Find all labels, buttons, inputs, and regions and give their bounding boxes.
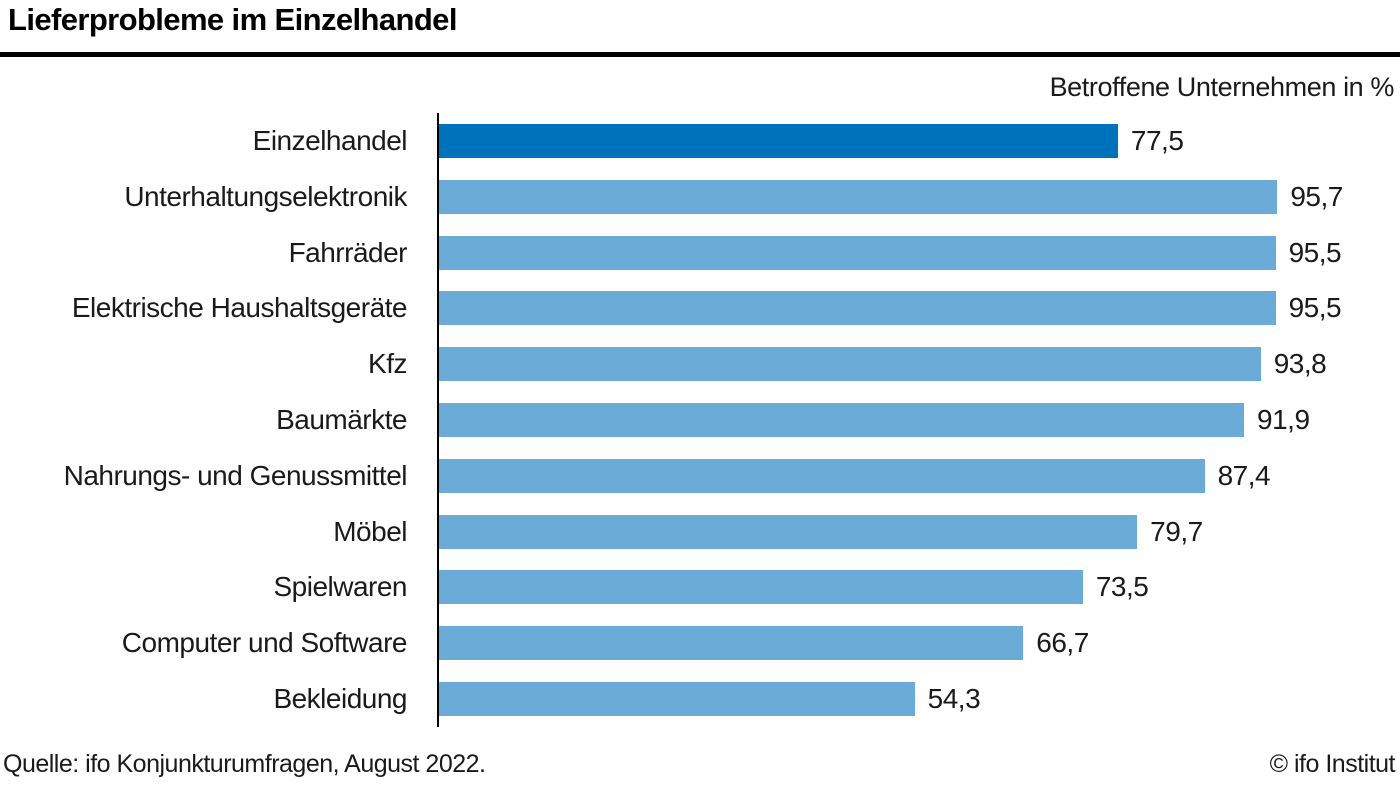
bar-value-label: 66,7 [1036, 627, 1089, 659]
bar-value-label: 73,5 [1095, 571, 1149, 603]
bar [439, 291, 1276, 326]
chart-footer: Quelle: ifo Konjunkturumfragen, August 2… [0, 750, 1400, 779]
chart-row: Bekleidung 54,3 [0, 671, 1400, 727]
bar-value-label: 79,7 [1150, 515, 1203, 547]
bar-track: 77,5 [439, 123, 1315, 158]
bar-track: 91,9 [439, 402, 1315, 437]
chart-row: Nahrungs- und Genussmittel 87,4 [0, 448, 1400, 504]
chart-row: Einzelhandel 77,5 [0, 113, 1400, 169]
category-label: Nahrungs- und Genussmittel [63, 459, 408, 491]
bar [439, 179, 1278, 214]
bar [439, 682, 915, 717]
copyright-note: © ifo Institut [1269, 750, 1396, 778]
bar-chart: Einzelhandel 77,5 Unterhaltungselektronik 9… [0, 113, 1400, 727]
bar-track: 66,7 [439, 626, 1315, 661]
bar [439, 235, 1276, 270]
bar-value-label: 54,3 [927, 683, 981, 715]
category-label: Baumärkte [276, 403, 407, 435]
bar [439, 458, 1205, 493]
y-axis-line [437, 113, 439, 727]
bar [439, 570, 1083, 605]
bar-track: 73,5 [439, 570, 1315, 605]
bar-value-label: 93,8 [1273, 348, 1327, 380]
chart-row: Kfz 93,8 [0, 336, 1400, 392]
bar-track: 54,3 [439, 682, 1315, 717]
chart-row: Elektrische Haushaltsgeräte 95,5 [0, 280, 1400, 336]
chart-row: Fahrräder 95,5 [0, 225, 1400, 281]
category-label: Fahrräder [288, 236, 408, 268]
bar [439, 514, 1138, 549]
category-label: Elektrische Haushaltsgeräte [71, 292, 408, 324]
bar-track: 87,4 [439, 458, 1315, 493]
category-label: Möbel [333, 515, 407, 547]
chart-row: Unterhaltungselektronik 95,7 [0, 169, 1400, 225]
category-label: Spielwaren [273, 571, 407, 603]
bar [439, 347, 1261, 382]
bar-value-label: 95,7 [1290, 180, 1343, 212]
bar-track: 95,5 [439, 235, 1342, 270]
chart-subtitle: Betroffene Unternehmen in % [1049, 72, 1395, 102]
category-label: Unterhaltungselektronik [124, 180, 407, 212]
chart-row: Spielwaren 73,5 [0, 560, 1400, 616]
category-label: Computer und Software [121, 627, 408, 659]
page-title: Lieferprobleme im Einzelhandel [8, 2, 457, 37]
bar-value-label: 77,5 [1130, 124, 1184, 156]
source-note: Quelle: ifo Konjunkturumfragen, August 2… [3, 750, 486, 778]
category-label: Kfz [368, 348, 407, 380]
category-label: Bekleidung [273, 683, 407, 715]
chart-row: Baumärkte 91,9 [0, 392, 1400, 448]
bar-track: 95,5 [439, 291, 1342, 326]
bar-track: 93,8 [439, 347, 1327, 382]
category-label: Einzelhandel [252, 124, 408, 156]
bar [439, 626, 1024, 661]
bar-value-label: 87,4 [1217, 459, 1271, 491]
chart-row: Möbel 79,7 [0, 504, 1400, 560]
chart-rows: Einzelhandel 77,5 Unterhaltungselektronik 9… [0, 113, 1400, 727]
chart-row: Computer und Software 66,7 [0, 615, 1400, 671]
title-divider [0, 52, 1400, 57]
bar-value-label: 91,9 [1257, 403, 1310, 435]
bar-value-label: 95,5 [1288, 292, 1342, 324]
bar [439, 402, 1245, 437]
bar-track: 95,7 [439, 179, 1343, 214]
bar-value-label: 95,5 [1288, 236, 1342, 268]
bar-track: 79,7 [439, 514, 1315, 549]
bar [439, 123, 1118, 158]
